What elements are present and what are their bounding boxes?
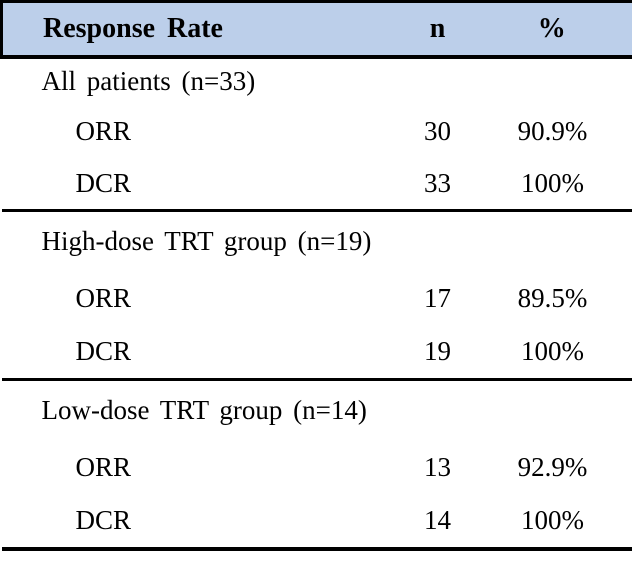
- section-label: All patients (n=33): [41, 66, 256, 96]
- n-value: 33: [403, 157, 472, 212]
- response-rate-table: Response Rate n % All patients (n=33) OR…: [0, 0, 632, 551]
- n-value: 13: [424, 452, 451, 482]
- table-header-row: Response Rate n %: [0, 1, 632, 59]
- pct-value: 100%: [471, 325, 632, 381]
- table-row: DCR 33 100%: [1, 157, 632, 212]
- header-cell-n: n: [403, 1, 472, 59]
- n-value: 17: [424, 283, 451, 313]
- header-cell-percent: %: [471, 1, 632, 59]
- row-label-dcr: DCR: [1, 157, 404, 212]
- section-high-dose-trt: High-dose TRT group (n=19) ORR 17 89.5% …: [1, 211, 632, 381]
- section-label-row: All patients (n=33): [2, 57, 632, 105]
- n-value: 19: [403, 325, 472, 381]
- section-label: High-dose TRT group (n=19): [41, 226, 372, 257]
- pct-value: 100%: [471, 494, 632, 551]
- row-label-dcr: DCR: [1, 325, 404, 381]
- row-label-orr: ORR: [75, 283, 132, 313]
- pct-value: 92.9%: [517, 452, 588, 482]
- n-value: 30: [424, 115, 451, 146]
- pct-value: 100%: [471, 157, 632, 212]
- row-label-dcr: DCR: [1, 494, 404, 551]
- table-row: DCR 14 100%: [1, 494, 632, 551]
- table-row: ORR 30 90.9%: [2, 105, 632, 158]
- n-value: 14: [403, 494, 472, 551]
- header-cell-response-rate: Response Rate: [0, 1, 404, 59]
- row-label-orr: ORR: [75, 452, 132, 482]
- section-all-patients: All patients (n=33) ORR 30 90.9% DCR 33 …: [1, 57, 632, 212]
- section-label: Low-dose TRT group (n=14): [41, 395, 367, 426]
- pct-value: 89.5%: [517, 283, 588, 313]
- table-row: ORR 17 89.5%: [2, 272, 632, 326]
- section-label-row: Low-dose TRT group (n=14): [2, 380, 632, 441]
- pct-value: 90.9%: [517, 115, 588, 146]
- table-row: ORR 13 92.9%: [2, 441, 632, 495]
- table-row: DCR 19 100%: [1, 325, 632, 381]
- section-low-dose-trt: Low-dose TRT group (n=14) ORR 13 92.9% D…: [1, 380, 632, 551]
- row-label-orr: ORR: [75, 115, 132, 146]
- section-label-row: High-dose TRT group (n=19): [2, 211, 632, 272]
